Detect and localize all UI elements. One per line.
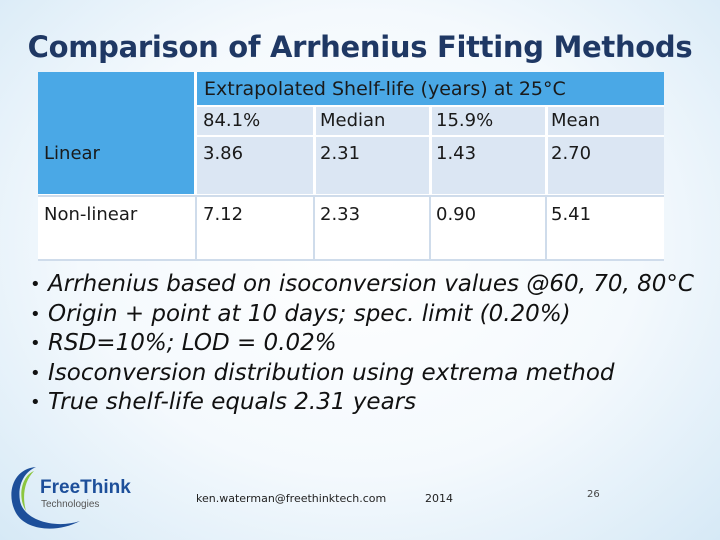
col-divider — [545, 107, 548, 194]
bullet-item: • Origin + point at 10 days; spec. limit … — [30, 300, 710, 330]
bullet-item: • Arrhenius based on isoconversion values… — [30, 270, 710, 300]
bullet-item: • Isoconversion distribution using extrem… — [30, 359, 710, 389]
table-header-text: Extrapolated Shelf-life (years) at 25°C — [204, 78, 566, 100]
bullet-text: RSD=10%; LOD = 0.02% — [48, 330, 337, 356]
slide-title: Comparison of Arrhenius Fitting Methods — [27, 30, 693, 64]
bullet-icon: • — [30, 333, 41, 354]
logo-swoosh-accent-icon — [21, 471, 34, 511]
bullet-icon: • — [30, 303, 41, 325]
shelf-life-table: Extrapolated Shelf-life (years) at 25°C … — [38, 72, 664, 261]
nonlinear-84: 7.12 — [203, 204, 244, 225]
bullet-text: True shelf-life equals 2.31 years — [48, 389, 417, 415]
table-header: Extrapolated Shelf-life (years) at 25°C — [197, 72, 664, 105]
row-divider — [38, 195, 664, 197]
nonlinear-mean: 5.41 — [551, 204, 592, 225]
nonlinear-15: 0.90 — [436, 204, 477, 225]
logo-brand-text: FreeThink — [40, 477, 131, 498]
footer-year: 2014 — [425, 492, 453, 505]
table-corner-cell — [38, 72, 194, 194]
row-label-nonlinear: Non-linear — [44, 204, 138, 225]
linear-15: 1.43 — [436, 143, 477, 164]
column-header-84: 84.1% — [203, 110, 261, 131]
col-divider — [313, 195, 315, 261]
bullet-icon: • — [30, 274, 41, 295]
linear-mean: 2.70 — [551, 143, 592, 164]
bullet-icon: • — [30, 362, 41, 384]
column-header-median: Median — [320, 110, 386, 131]
logo-sub-text: Technologies — [41, 499, 99, 510]
bullet-text: Origin + point at 10 days; spec. limit (… — [48, 300, 571, 327]
col-divider — [429, 195, 431, 261]
bullet-item: • True shelf-life equals 2.31 years — [30, 388, 710, 418]
bullet-list: • Arrhenius based on isoconversion values… — [30, 270, 710, 418]
column-header-mean: Mean — [551, 110, 601, 131]
row-label-linear: Linear — [44, 143, 100, 164]
col-divider — [429, 107, 432, 194]
nonlinear-median: 2.33 — [320, 204, 361, 225]
table-bottom-border — [38, 259, 664, 261]
bullet-text: Arrhenius based on isoconversion values … — [48, 271, 694, 297]
footer-email: ken.waterman@freethinktech.com — [196, 492, 387, 505]
col-divider — [545, 195, 547, 261]
linear-84: 3.86 — [203, 143, 244, 164]
linear-median: 2.31 — [320, 143, 361, 164]
col-divider — [195, 195, 197, 261]
col-divider — [313, 107, 316, 194]
freethink-logo: FreeThink Technologies — [11, 467, 131, 529]
bullet-icon: • — [30, 392, 41, 413]
page-number: 26 — [587, 489, 600, 500]
column-header-15: 15.9% — [436, 110, 494, 131]
bullet-text: Isoconversion distribution using extrema… — [48, 359, 615, 386]
bullet-item: • RSD=10%; LOD = 0.02% — [30, 329, 710, 359]
